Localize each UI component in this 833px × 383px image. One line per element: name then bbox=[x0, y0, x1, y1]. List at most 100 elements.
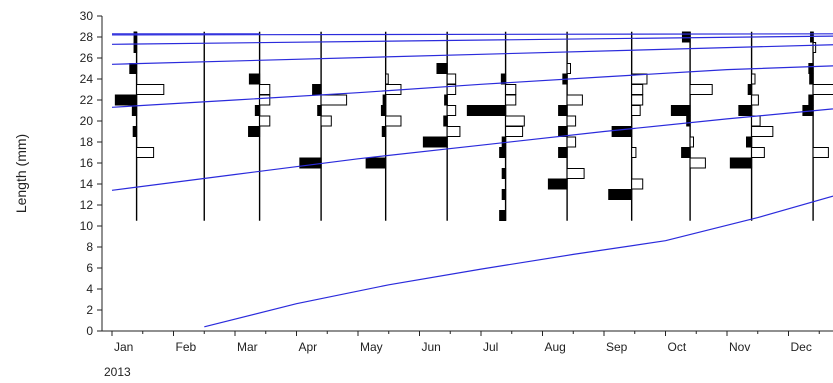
x-ticks-layer: Jan Feb Mar Apr May Jun Jul Aug Sep Oct Nov Dec bbox=[111, 331, 820, 354]
growth-curve bbox=[111, 65, 833, 108]
bar-open bbox=[505, 126, 524, 137]
bar-open bbox=[689, 136, 694, 148]
x-tick-label: May bbox=[360, 340, 383, 354]
bar-open bbox=[320, 115, 332, 127]
x-tick-label: Oct bbox=[668, 340, 687, 354]
bar-filled bbox=[499, 147, 507, 158]
y-tick-label: 2 bbox=[86, 303, 93, 317]
y-tick-label: 12 bbox=[80, 198, 94, 212]
y-tick-label: 10 bbox=[80, 219, 94, 233]
bar-filled bbox=[381, 126, 387, 137]
bar-open bbox=[566, 136, 577, 148]
growth-curve bbox=[111, 44, 833, 65]
histogram-bars-layer bbox=[114, 31, 833, 221]
bar-open bbox=[566, 168, 585, 179]
bar-filled bbox=[499, 210, 507, 221]
bar-filled bbox=[810, 31, 814, 43]
bar-filled bbox=[500, 73, 507, 85]
y-tick-label: 24 bbox=[80, 72, 94, 86]
bar-filled bbox=[809, 73, 814, 85]
bar-open bbox=[812, 147, 829, 158]
x-tick-label: Feb bbox=[176, 340, 197, 354]
bar-filled bbox=[747, 84, 753, 95]
axes-layer bbox=[101, 16, 833, 332]
bar-open bbox=[751, 147, 765, 158]
bar-filled bbox=[808, 63, 814, 74]
year-label: 2013 bbox=[104, 365, 131, 379]
bar-open bbox=[751, 126, 774, 137]
bar-filled bbox=[558, 126, 568, 137]
bar-filled bbox=[608, 189, 633, 200]
bar-filled bbox=[380, 105, 387, 116]
growth-curves-layer bbox=[111, 33, 833, 328]
bar-filled bbox=[681, 31, 691, 43]
growth-curve bbox=[204, 195, 833, 328]
bar-filled bbox=[466, 105, 507, 116]
bar-filled bbox=[132, 126, 138, 137]
bar-open bbox=[259, 84, 271, 95]
bar-open bbox=[812, 84, 833, 95]
x-tick-label: Dec bbox=[791, 340, 812, 354]
y-tick-label: 4 bbox=[86, 282, 93, 296]
x-tick-label: Jul bbox=[483, 340, 498, 354]
bar-open bbox=[751, 94, 759, 106]
y-tick-label: 20 bbox=[80, 114, 94, 128]
bar-filled bbox=[299, 157, 322, 169]
x-tick-label: Mar bbox=[237, 340, 258, 354]
y-tick-label: 6 bbox=[86, 261, 93, 275]
bar-open bbox=[566, 94, 583, 106]
sample-lines-layer bbox=[135, 31, 814, 221]
bar-filled bbox=[686, 115, 691, 127]
bar-open bbox=[812, 42, 817, 53]
bar-open bbox=[446, 105, 457, 116]
bar-open bbox=[631, 84, 644, 95]
bar-filled bbox=[133, 42, 138, 53]
bar-filled bbox=[808, 94, 814, 106]
bar-filled bbox=[738, 105, 753, 116]
y-tick-label: 14 bbox=[80, 177, 94, 191]
bar-filled bbox=[254, 105, 261, 116]
bar-open bbox=[259, 115, 271, 127]
x-tick-label: Jun bbox=[422, 340, 441, 354]
bar-filled bbox=[129, 63, 138, 74]
y-tick-label: 8 bbox=[86, 240, 93, 254]
bar-open bbox=[505, 94, 517, 106]
bar-filled bbox=[501, 168, 507, 179]
bar-open bbox=[259, 94, 271, 106]
y-tick-label: 30 bbox=[80, 9, 94, 23]
bar-filled bbox=[312, 84, 322, 95]
bar-filled bbox=[611, 126, 633, 137]
bar-open bbox=[566, 115, 577, 127]
growth-curve bbox=[111, 35, 833, 45]
bar-filled bbox=[422, 136, 448, 148]
y-tick-label: 0 bbox=[86, 324, 93, 338]
bar-filled bbox=[365, 157, 387, 169]
x-tick-label: Apr bbox=[299, 340, 318, 354]
bar-filled bbox=[317, 105, 322, 116]
bar-open bbox=[631, 105, 641, 116]
bar-filled bbox=[444, 94, 448, 106]
x-tick-label: Nov bbox=[729, 340, 750, 354]
bar-filled bbox=[501, 189, 507, 200]
bar-filled bbox=[443, 115, 448, 127]
bar-filled bbox=[248, 126, 261, 137]
bar-filled bbox=[681, 147, 691, 158]
bar-open bbox=[136, 84, 165, 95]
bar-open bbox=[385, 73, 389, 85]
x-tick-label: Aug bbox=[545, 340, 566, 354]
y-tick-label: 16 bbox=[80, 156, 94, 170]
bar-open bbox=[631, 94, 644, 106]
bar-open bbox=[751, 115, 761, 127]
x-tick-label: Jan bbox=[114, 340, 133, 354]
bar-open bbox=[385, 115, 402, 127]
y-axis-title: Length (mm) bbox=[13, 134, 29, 213]
growth-curve bbox=[111, 33, 833, 36]
bar-open bbox=[505, 84, 517, 95]
bar-filled bbox=[558, 105, 568, 116]
y-tick-label: 26 bbox=[80, 51, 94, 65]
bar-open bbox=[446, 126, 461, 137]
bar-filled bbox=[114, 94, 138, 106]
bar-filled bbox=[746, 136, 753, 148]
